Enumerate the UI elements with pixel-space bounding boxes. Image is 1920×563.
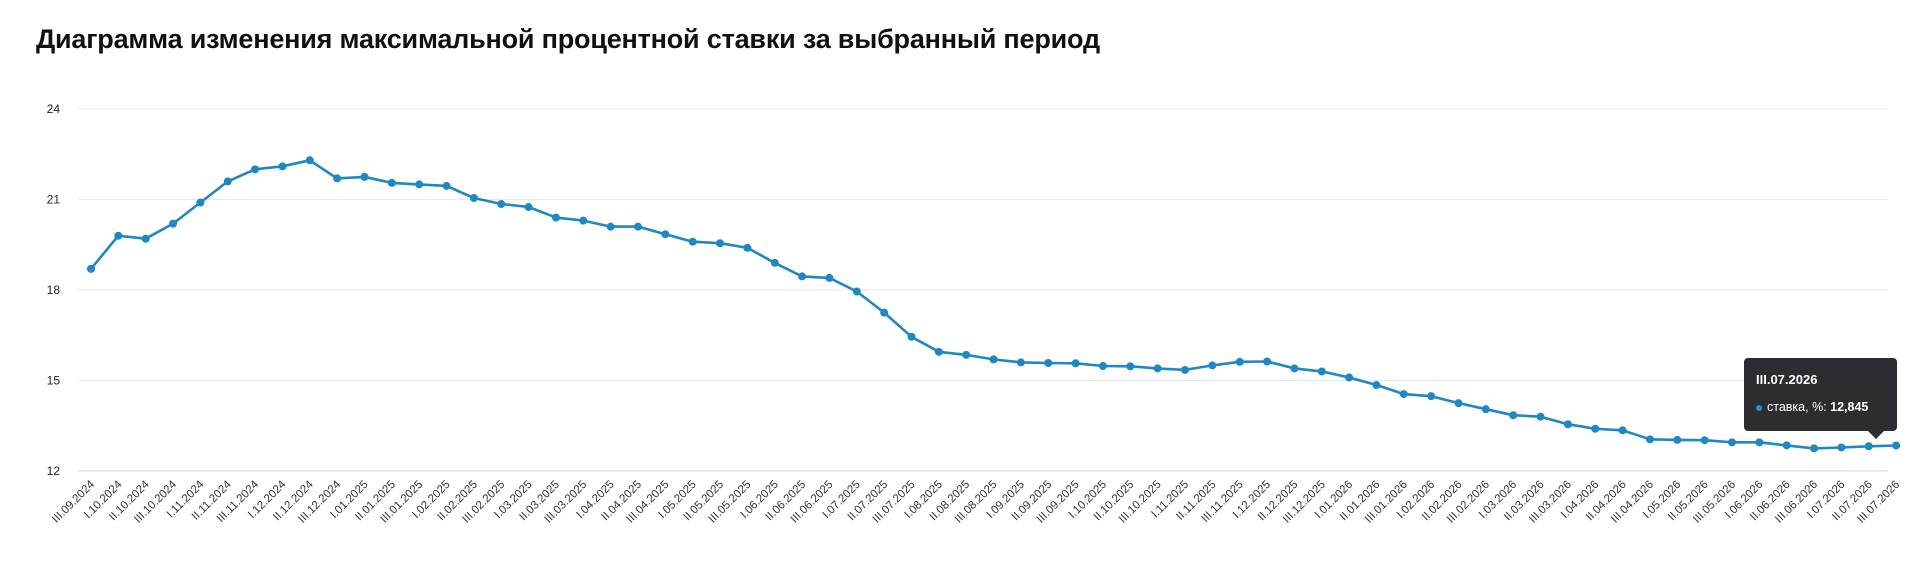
data-point [169,219,178,228]
data-point [196,198,205,207]
data-point [1071,359,1080,368]
data-point [1810,444,1819,453]
y-tick-label: 15 [47,374,61,388]
data-point [223,177,232,186]
tooltip-value: 12,845 [1830,400,1869,414]
data-point [825,273,834,282]
data-point [278,162,287,171]
data-point [1591,424,1600,433]
data-point [880,308,889,317]
data-point [87,264,95,273]
data-point [524,203,533,212]
y-tick-label: 24 [47,102,61,116]
data-point [770,258,779,267]
y-tick-label: 21 [47,193,61,207]
data-point [962,350,971,359]
data-point [1235,357,1244,366]
series-line [89,159,1897,450]
data-point [661,230,670,239]
data-point [1481,405,1490,414]
data-point [1290,364,1299,373]
data-point [1645,435,1654,444]
data-point [1044,359,1053,368]
data-point [1728,438,1736,447]
data-point [1181,365,1189,374]
data-point [1618,426,1627,435]
data-point [1098,362,1107,371]
data-point [606,222,615,231]
data-point [442,181,451,190]
data-point [1208,361,1217,370]
data-point [1345,373,1354,382]
chart-title: Диаграмма изменения максимальной процент… [36,24,1100,54]
data-point [305,156,314,165]
data-point [907,332,916,341]
data-point [1892,441,1901,450]
data-point [1563,420,1572,429]
tooltip-date: III.07.2026 [1756,372,1818,387]
data-point [1755,438,1764,447]
chart-tooltip: III.07.2026 ставка, %: 12,845 [1744,358,1897,439]
tooltip-series-label: ставка, %: [1767,400,1827,414]
data-point [579,216,588,225]
y-tick-label: 18 [47,283,61,297]
data-point [1016,358,1025,367]
data-point [114,231,123,240]
data-point [1536,412,1545,421]
data-point [1317,367,1326,376]
data-point [387,178,396,187]
data-point [1399,390,1408,399]
tooltip-row: ставка, %: 12,845 [1756,400,1885,414]
data-point [1126,362,1135,371]
data-point [360,172,369,181]
data-point [798,272,807,281]
data-point [1782,441,1791,450]
data-point [1454,399,1463,408]
data-point [1673,435,1682,444]
data-point [1427,392,1436,401]
data-point [1837,443,1846,452]
data-point [251,165,260,174]
data-point [743,243,752,252]
data-point [688,237,697,246]
data-point [141,234,150,243]
data-point [497,200,506,209]
data-point [333,174,342,183]
y-tick-label: 12 [47,464,61,478]
series-dot-icon [1756,404,1762,411]
data-point [1700,436,1709,445]
data-point [634,222,642,231]
data-point [934,347,943,356]
data-point [1509,411,1518,420]
data-point [1372,381,1381,390]
data-point [716,239,725,248]
data-point [1263,357,1272,366]
data-point [989,355,998,364]
data-point [415,180,424,189]
data-point [551,213,560,222]
data-point [469,193,478,202]
data-point [1864,442,1873,451]
data-point [1153,364,1162,373]
data-point [852,287,861,296]
